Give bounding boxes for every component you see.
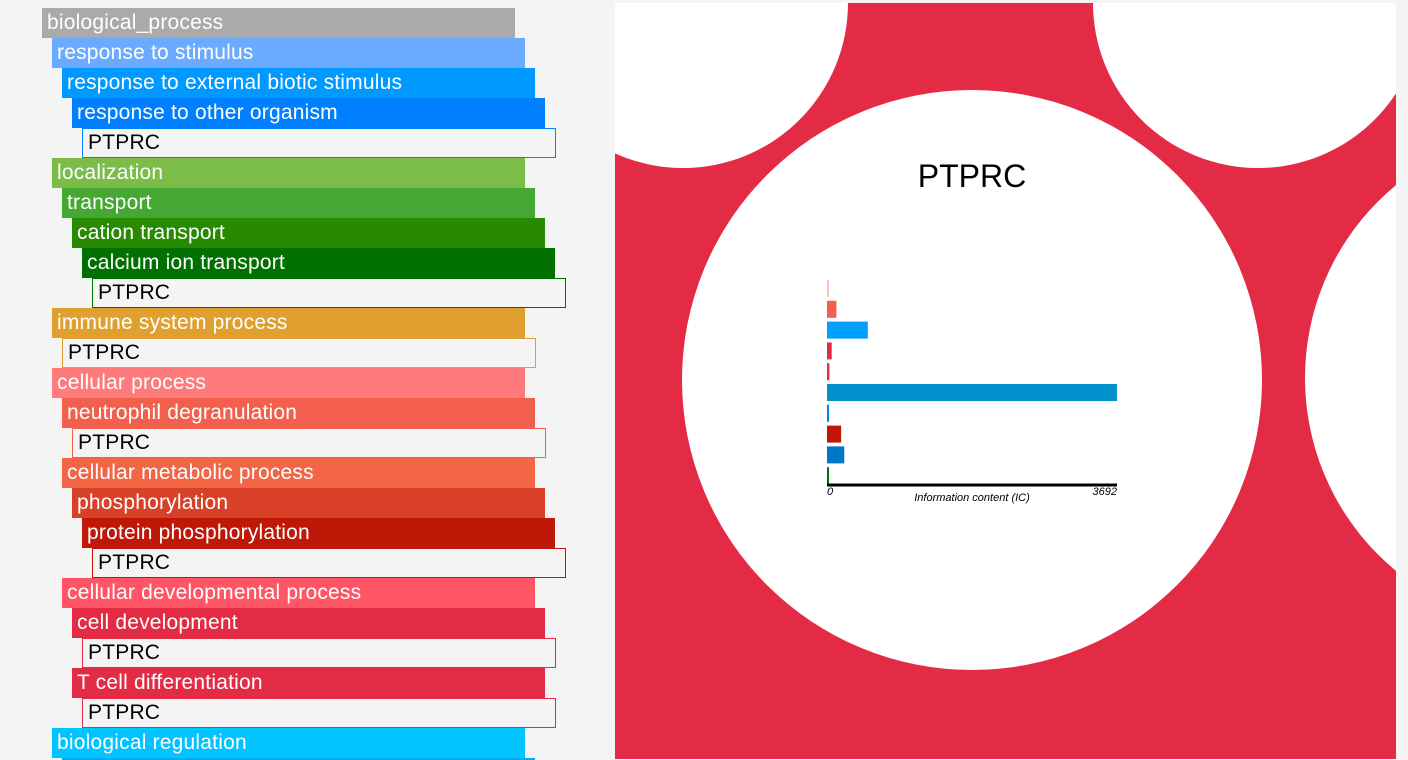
- go-term-node[interactable]: cell development: [72, 608, 545, 638]
- ic-bar: [827, 363, 830, 381]
- go-term-node[interactable]: cation transport: [72, 218, 545, 248]
- gene-leaf-node[interactable]: PTPRC: [82, 638, 556, 668]
- gene-title: PTPRC: [918, 158, 1026, 194]
- ic-bar: [827, 446, 845, 464]
- ic-bar: [827, 342, 832, 360]
- gene-leaf-node[interactable]: PTPRC: [72, 428, 546, 458]
- go-term-node[interactable]: protein phosphorylation: [82, 518, 555, 548]
- ic-bar: [827, 280, 829, 297]
- go-term-node[interactable]: calcium ion transport: [82, 248, 555, 278]
- ic-bar: [827, 425, 842, 443]
- gene-leaf-node[interactable]: PTPRC: [82, 128, 556, 158]
- gene-leaf-node[interactable]: PTPRC: [92, 278, 566, 308]
- neighbor-circle-top-left: [615, 3, 848, 168]
- x-axis-label: Information content (IC): [914, 492, 1030, 504]
- ic-bar: [827, 300, 837, 318]
- go-term-node[interactable]: transport: [62, 188, 535, 218]
- gene-panel-graphic: PTPRC 0 3692 Information content (IC): [615, 3, 1396, 759]
- go-term-node[interactable]: T cell differentiation: [72, 668, 545, 698]
- go-term-node[interactable]: phosphorylation: [72, 488, 545, 518]
- neighbor-circle-top-right: [1093, 3, 1396, 168]
- go-term-node[interactable]: cellular developmental process: [62, 578, 535, 608]
- gene-panel: PTPRC 0 3692 Information content (IC): [615, 3, 1396, 759]
- ic-bar: [827, 321, 868, 339]
- go-term-node[interactable]: biological_process: [42, 8, 515, 38]
- go-term-node[interactable]: neutrophil degranulation: [62, 398, 535, 428]
- gene-leaf-node[interactable]: PTPRC: [62, 338, 536, 368]
- go-term-node[interactable]: immune system process: [52, 308, 525, 338]
- x-tick-max: 3692: [1093, 486, 1117, 498]
- go-term-node[interactable]: biological regulation: [52, 728, 525, 758]
- gene-leaf-node[interactable]: PTPRC: [82, 698, 556, 728]
- go-term-node[interactable]: localization: [52, 158, 525, 188]
- ic-bar: [827, 384, 1117, 401]
- go-term-node[interactable]: response to external biotic stimulus: [62, 68, 535, 98]
- go-tree: biological_process response to stimulus re…: [0, 0, 600, 760]
- neighbor-circle-right: [1305, 185, 1396, 571]
- ic-bar: [827, 404, 829, 422]
- ic-bar: [827, 467, 829, 485]
- ic-bar-chart: [827, 280, 1117, 485]
- go-term-node[interactable]: cellular metabolic process: [62, 458, 535, 488]
- go-term-node[interactable]: response to other organism: [72, 98, 545, 128]
- go-term-node[interactable]: cellular process: [52, 368, 525, 398]
- main-circle[interactable]: [682, 90, 1262, 670]
- go-term-node[interactable]: [62, 758, 535, 760]
- x-tick-min: 0: [827, 486, 834, 498]
- go-term-node[interactable]: response to stimulus: [52, 38, 525, 68]
- gene-leaf-node[interactable]: PTPRC: [92, 548, 566, 578]
